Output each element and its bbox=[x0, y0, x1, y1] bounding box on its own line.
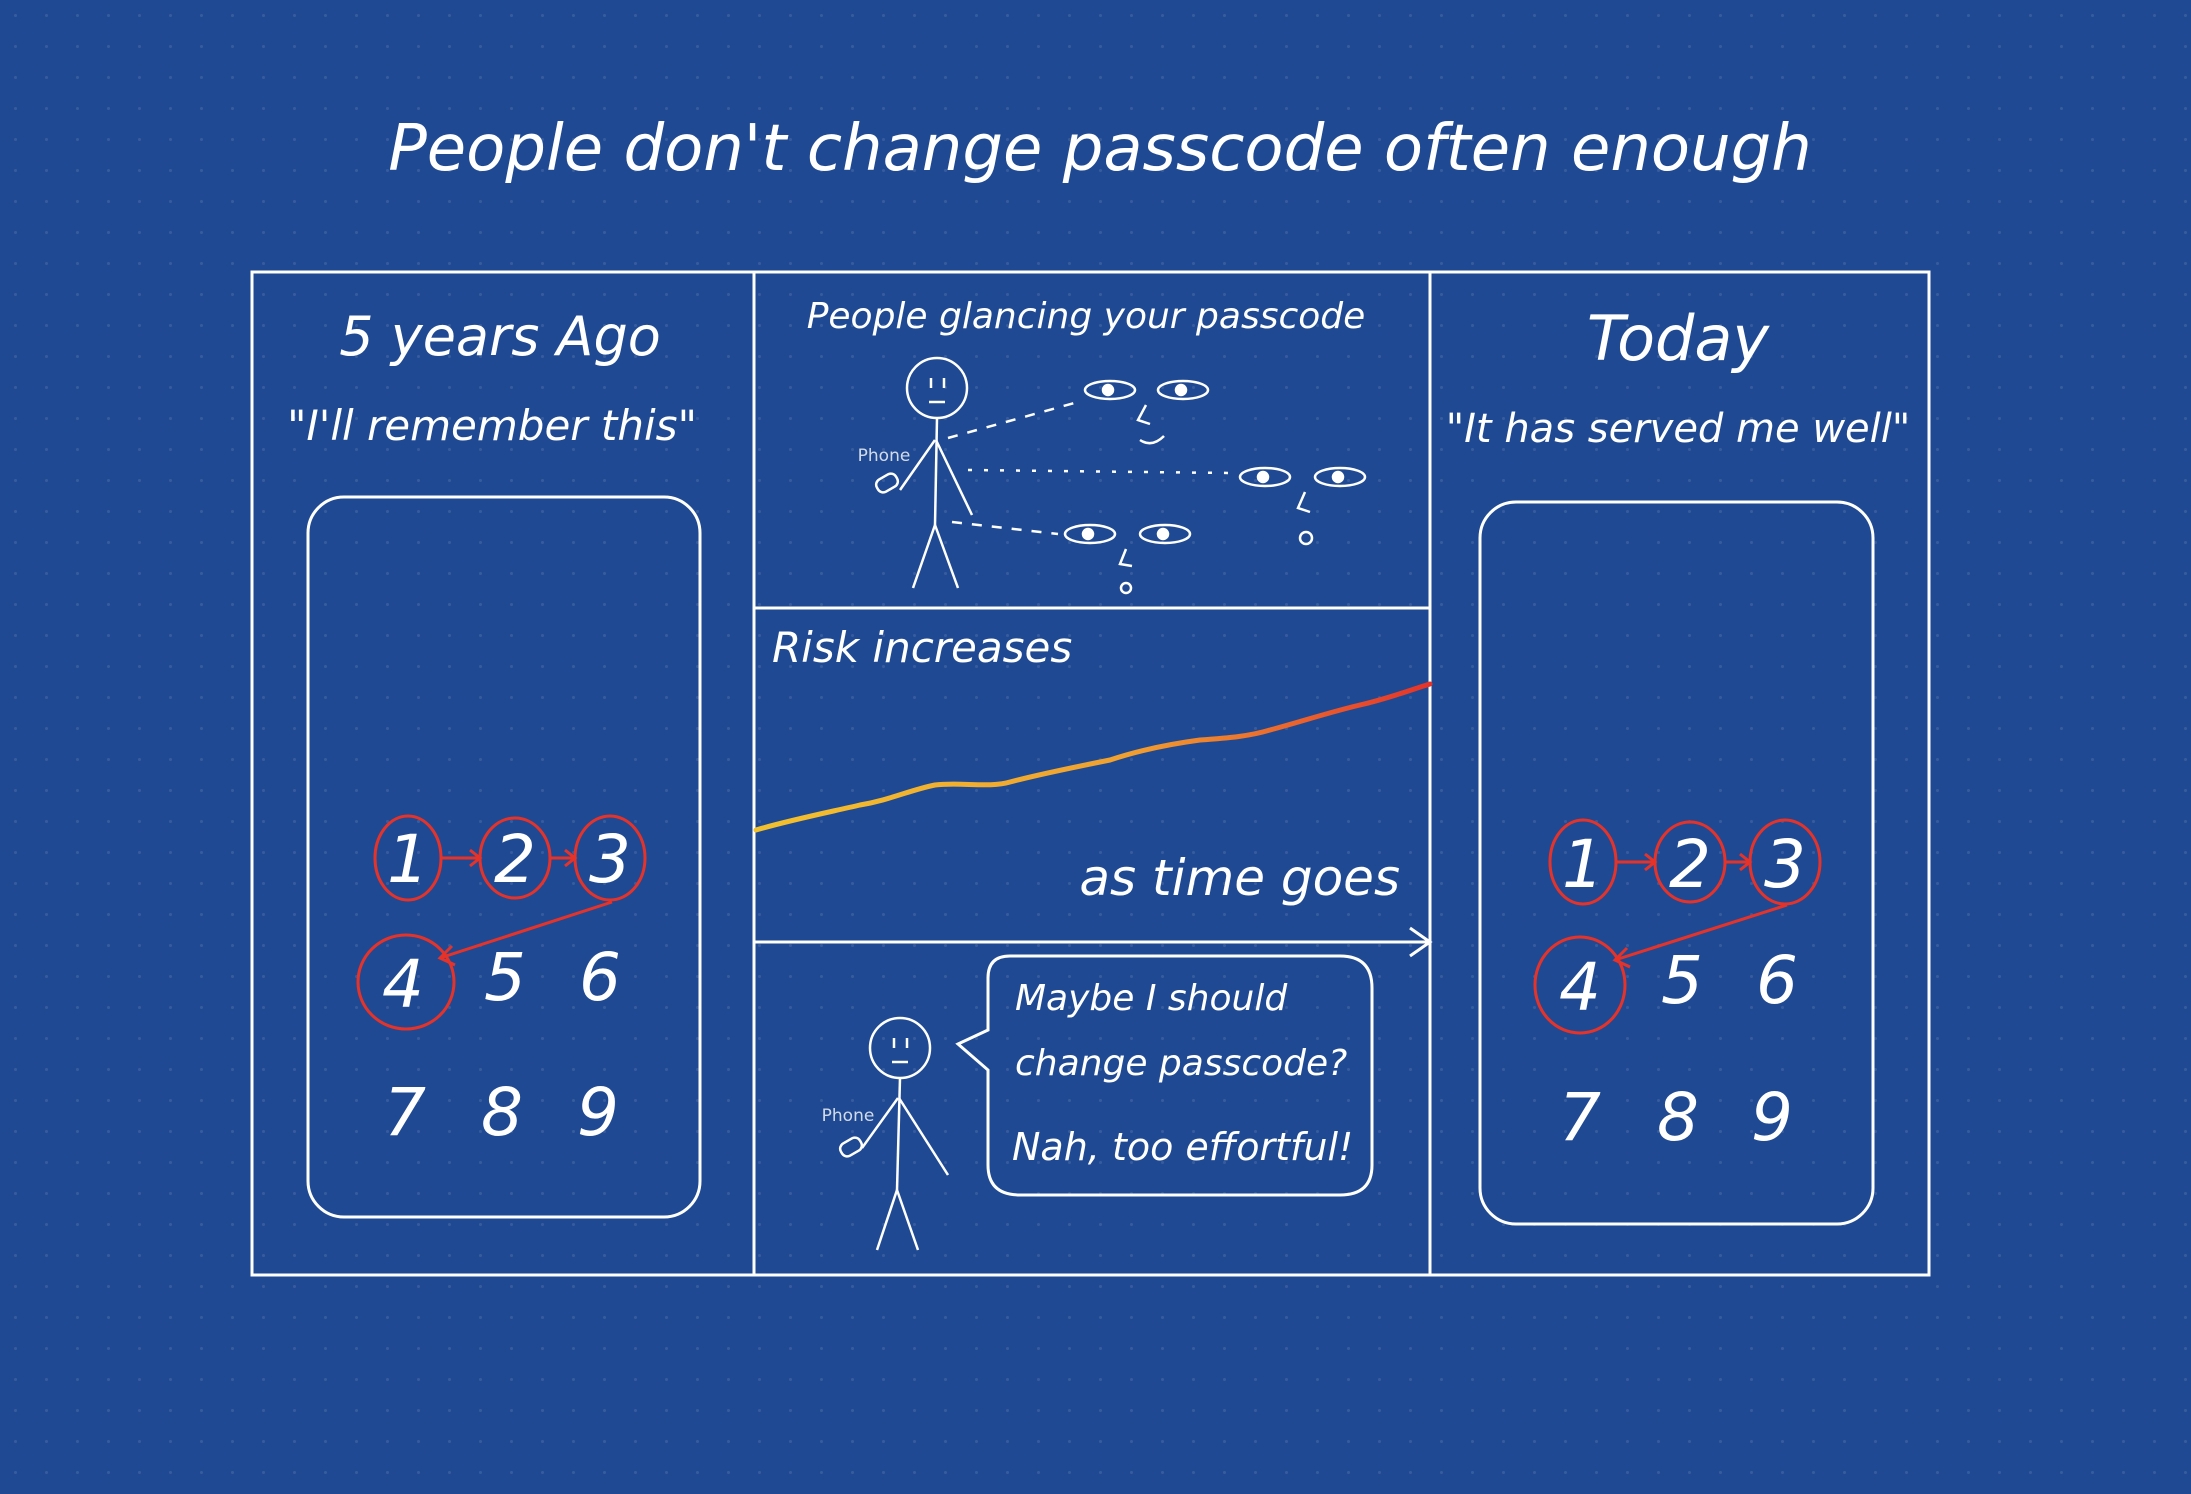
keypad-digit: 8 bbox=[481, 1074, 523, 1151]
keypad-digit: 9 bbox=[1751, 1079, 1793, 1156]
speech-text: change passcode? bbox=[1015, 1043, 1347, 1084]
panel-risk-increases: Risk increases as time goes bbox=[753, 623, 1433, 958]
panel-quote: "It has served me well" bbox=[1446, 406, 1911, 452]
speech-bubble-icon bbox=[955, 954, 1374, 1197]
keypad-digit: 4 bbox=[1559, 949, 1601, 1026]
keypad-digit: 2 bbox=[494, 821, 536, 898]
stick-figure-icon bbox=[838, 1016, 950, 1251]
panel-quote: "I'll remember this" bbox=[287, 401, 697, 450]
keypad-digit: 6 bbox=[579, 939, 621, 1016]
panel-five-years-ago: 5 years Ago "I'll remember this" 1 2 3 4… bbox=[287, 305, 702, 1219]
glance-lines bbox=[947, 400, 1231, 536]
panel-heading: People glancing your passcode bbox=[807, 296, 1366, 337]
phone-label: Phone bbox=[858, 446, 911, 466]
keypad-digit: 8 bbox=[1657, 1079, 1699, 1156]
eyes-icon bbox=[1063, 523, 1192, 595]
arrow-icon bbox=[441, 848, 483, 868]
phone-icon bbox=[1478, 500, 1875, 1226]
arrow-icon bbox=[550, 848, 578, 868]
comic-frame bbox=[250, 270, 1931, 1277]
speech-text: Nah, too effortful! bbox=[1012, 1125, 1353, 1169]
keypad-digit: 5 bbox=[484, 939, 526, 1016]
keypad-digit: 2 bbox=[1669, 826, 1711, 903]
keypad: 1 2 3 4 5 6 7 8 9 bbox=[382, 821, 631, 1151]
phone-icon bbox=[874, 472, 900, 494]
keypad-digit: 5 bbox=[1661, 942, 1703, 1019]
eyes-icon bbox=[1083, 379, 1210, 445]
page-title: People don't change passcode often enoug… bbox=[388, 112, 1812, 186]
arrow-icon bbox=[1612, 903, 1788, 969]
panel-heading: 5 years Ago bbox=[339, 305, 661, 368]
keypad-digit: 1 bbox=[387, 821, 429, 898]
keypad-digit: 3 bbox=[589, 821, 631, 898]
passcode-pattern-highlight bbox=[1533, 818, 1822, 1035]
keypad-digit: 1 bbox=[1562, 826, 1604, 903]
phone-label: Phone bbox=[822, 1106, 875, 1126]
passcode-pattern-highlight bbox=[356, 814, 647, 1031]
keypad-digit: 4 bbox=[382, 946, 424, 1023]
phone-icon bbox=[838, 1136, 864, 1158]
arrow-icon bbox=[1725, 852, 1753, 872]
keypad-digit: 9 bbox=[577, 1074, 619, 1151]
eyes-icon bbox=[1238, 466, 1367, 546]
arrow-icon bbox=[1616, 852, 1658, 872]
keypad-digit: 7 bbox=[384, 1074, 426, 1151]
panel-heading: Today bbox=[1587, 302, 1770, 375]
speech-text: Maybe I should bbox=[1015, 978, 1288, 1019]
panel-people-glancing: People glancing your passcode Phone bbox=[807, 296, 1367, 595]
keypad-digit: 6 bbox=[1756, 942, 1798, 1019]
panel-heading: Risk increases bbox=[772, 623, 1072, 672]
stick-figure-icon bbox=[874, 356, 974, 589]
arrow-icon bbox=[1409, 926, 1433, 958]
arrow-icon bbox=[437, 900, 613, 967]
highlight-circle bbox=[1533, 935, 1627, 1035]
phone-icon bbox=[306, 495, 702, 1219]
risk-curve bbox=[753, 681, 1433, 833]
axis-label: as time goes bbox=[1079, 849, 1400, 907]
keypad-digit: 7 bbox=[1559, 1079, 1601, 1156]
keypad-digit: 3 bbox=[1764, 826, 1806, 903]
panel-today: Today "It has served me well" 1 2 3 4 5 … bbox=[1446, 302, 1911, 1226]
highlight-circle bbox=[356, 933, 456, 1031]
keypad: 1 2 3 4 5 6 7 8 9 bbox=[1559, 826, 1806, 1156]
panel-maybe-change: Phone Maybe I should change passcode? Na… bbox=[822, 954, 1374, 1251]
